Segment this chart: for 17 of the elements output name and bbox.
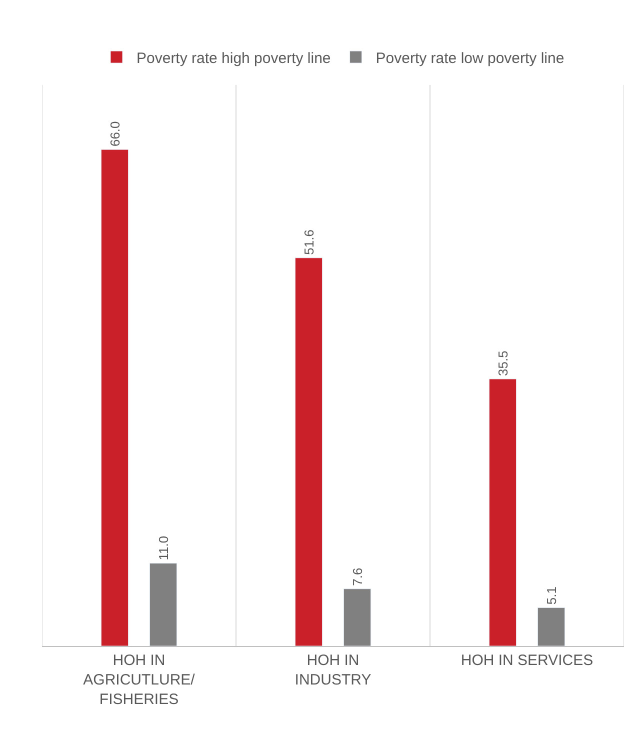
- x-tick-label: HOH IN INDUSTRY: [294, 652, 372, 688]
- data-label: 7.6: [350, 568, 365, 586]
- bar: [488, 378, 517, 646]
- legend-label: Poverty rate low poverty line: [376, 50, 564, 67]
- bar: [294, 258, 323, 646]
- bar: [100, 149, 129, 646]
- data-label: 66.0: [107, 121, 122, 147]
- bar: [149, 563, 178, 646]
- x-tick-label: HOH IN SERVICES: [460, 652, 594, 669]
- x-tick-label: HOH IN AGRICUTLURE/ FISHERIES: [83, 652, 196, 708]
- bar: [343, 588, 372, 646]
- data-label: 35.5: [495, 350, 510, 376]
- data-label: 11.0: [156, 536, 171, 560]
- data-label: 51.6: [301, 230, 316, 255]
- data-label: 5.1: [544, 586, 559, 605]
- bar: [537, 607, 566, 646]
- legend-label: Poverty rate high poverty line: [136, 50, 331, 67]
